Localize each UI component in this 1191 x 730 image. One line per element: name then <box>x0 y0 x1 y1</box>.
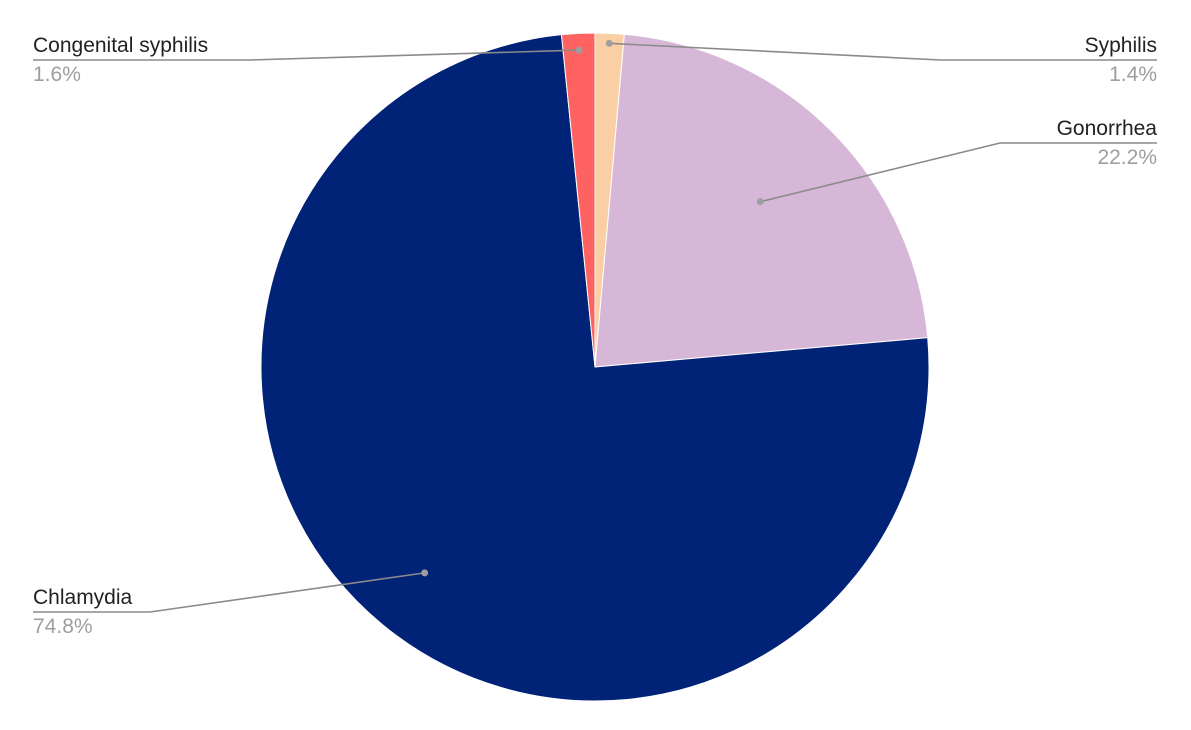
slice-value-syphilis: 1.4% <box>1109 63 1157 86</box>
leader-dot-congenital-syphilis <box>575 46 583 54</box>
leader-lines <box>33 39 1157 613</box>
pie-slice-congenital-syphilis <box>560 32 596 368</box>
leader-line-gonorrhea <box>760 142 1157 203</box>
leader-dot-chlamydia <box>421 569 429 577</box>
pie-slices <box>260 32 930 702</box>
slice-labels: Syphilis 1.4% Gonorrhea 22.2% Chlamydia 74.8%… <box>33 34 1157 638</box>
slice-label-congenital-syphilis: Congenital syphilis <box>33 34 208 57</box>
slice-value-congenital-syphilis: 1.6% <box>33 63 81 86</box>
slice-value-gonorrhea: 22.2% <box>1097 146 1157 169</box>
leader-dot-gonorrhea <box>756 198 764 206</box>
slice-label-gonorrhea: Gonorrhea <box>1057 117 1158 140</box>
pie-slice-chlamydia <box>260 34 930 702</box>
leader-line-chlamydia <box>33 572 425 613</box>
leader-line-syphilis <box>609 42 1157 61</box>
leader-line-congenital-syphilis <box>33 49 580 61</box>
slice-label-syphilis: Syphilis <box>1085 34 1157 57</box>
slice-label-chlamydia: Chlamydia <box>33 586 133 609</box>
leader-dot-syphilis <box>605 39 613 47</box>
slice-value-chlamydia: 74.8% <box>33 615 93 638</box>
